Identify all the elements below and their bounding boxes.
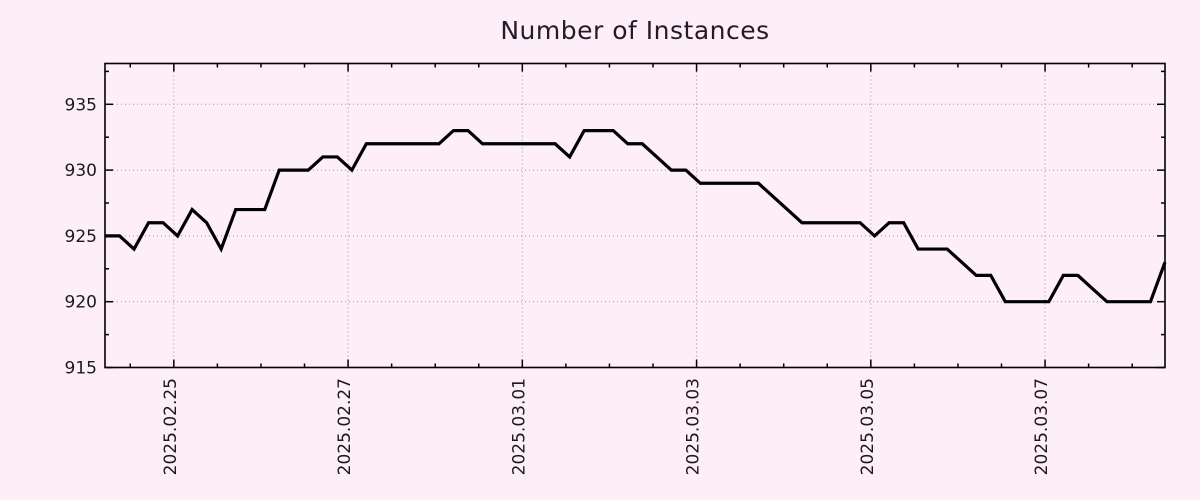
y-tick-label: 920 — [65, 293, 97, 313]
y-tick-label: 930 — [65, 161, 97, 181]
plot-border — [104, 62, 1166, 369]
x-tick-label: 2025.03.01 — [509, 378, 529, 475]
x-tick-label: 2025.03.03 — [684, 378, 704, 475]
data-line-instances — [105, 129, 1167, 304]
y-tick-label: 925 — [65, 227, 97, 247]
y-tick-label: 935 — [65, 95, 97, 115]
x-tick-label: 2025.03.05 — [858, 378, 878, 475]
x-tick-label: 2025.02.25 — [161, 378, 181, 475]
y-tick-label: 915 — [65, 359, 97, 379]
x-tick-label: 2025.02.27 — [335, 378, 355, 475]
x-tick-label: 2025.03.07 — [1032, 378, 1052, 475]
chart-title: Number of Instances — [500, 16, 770, 45]
